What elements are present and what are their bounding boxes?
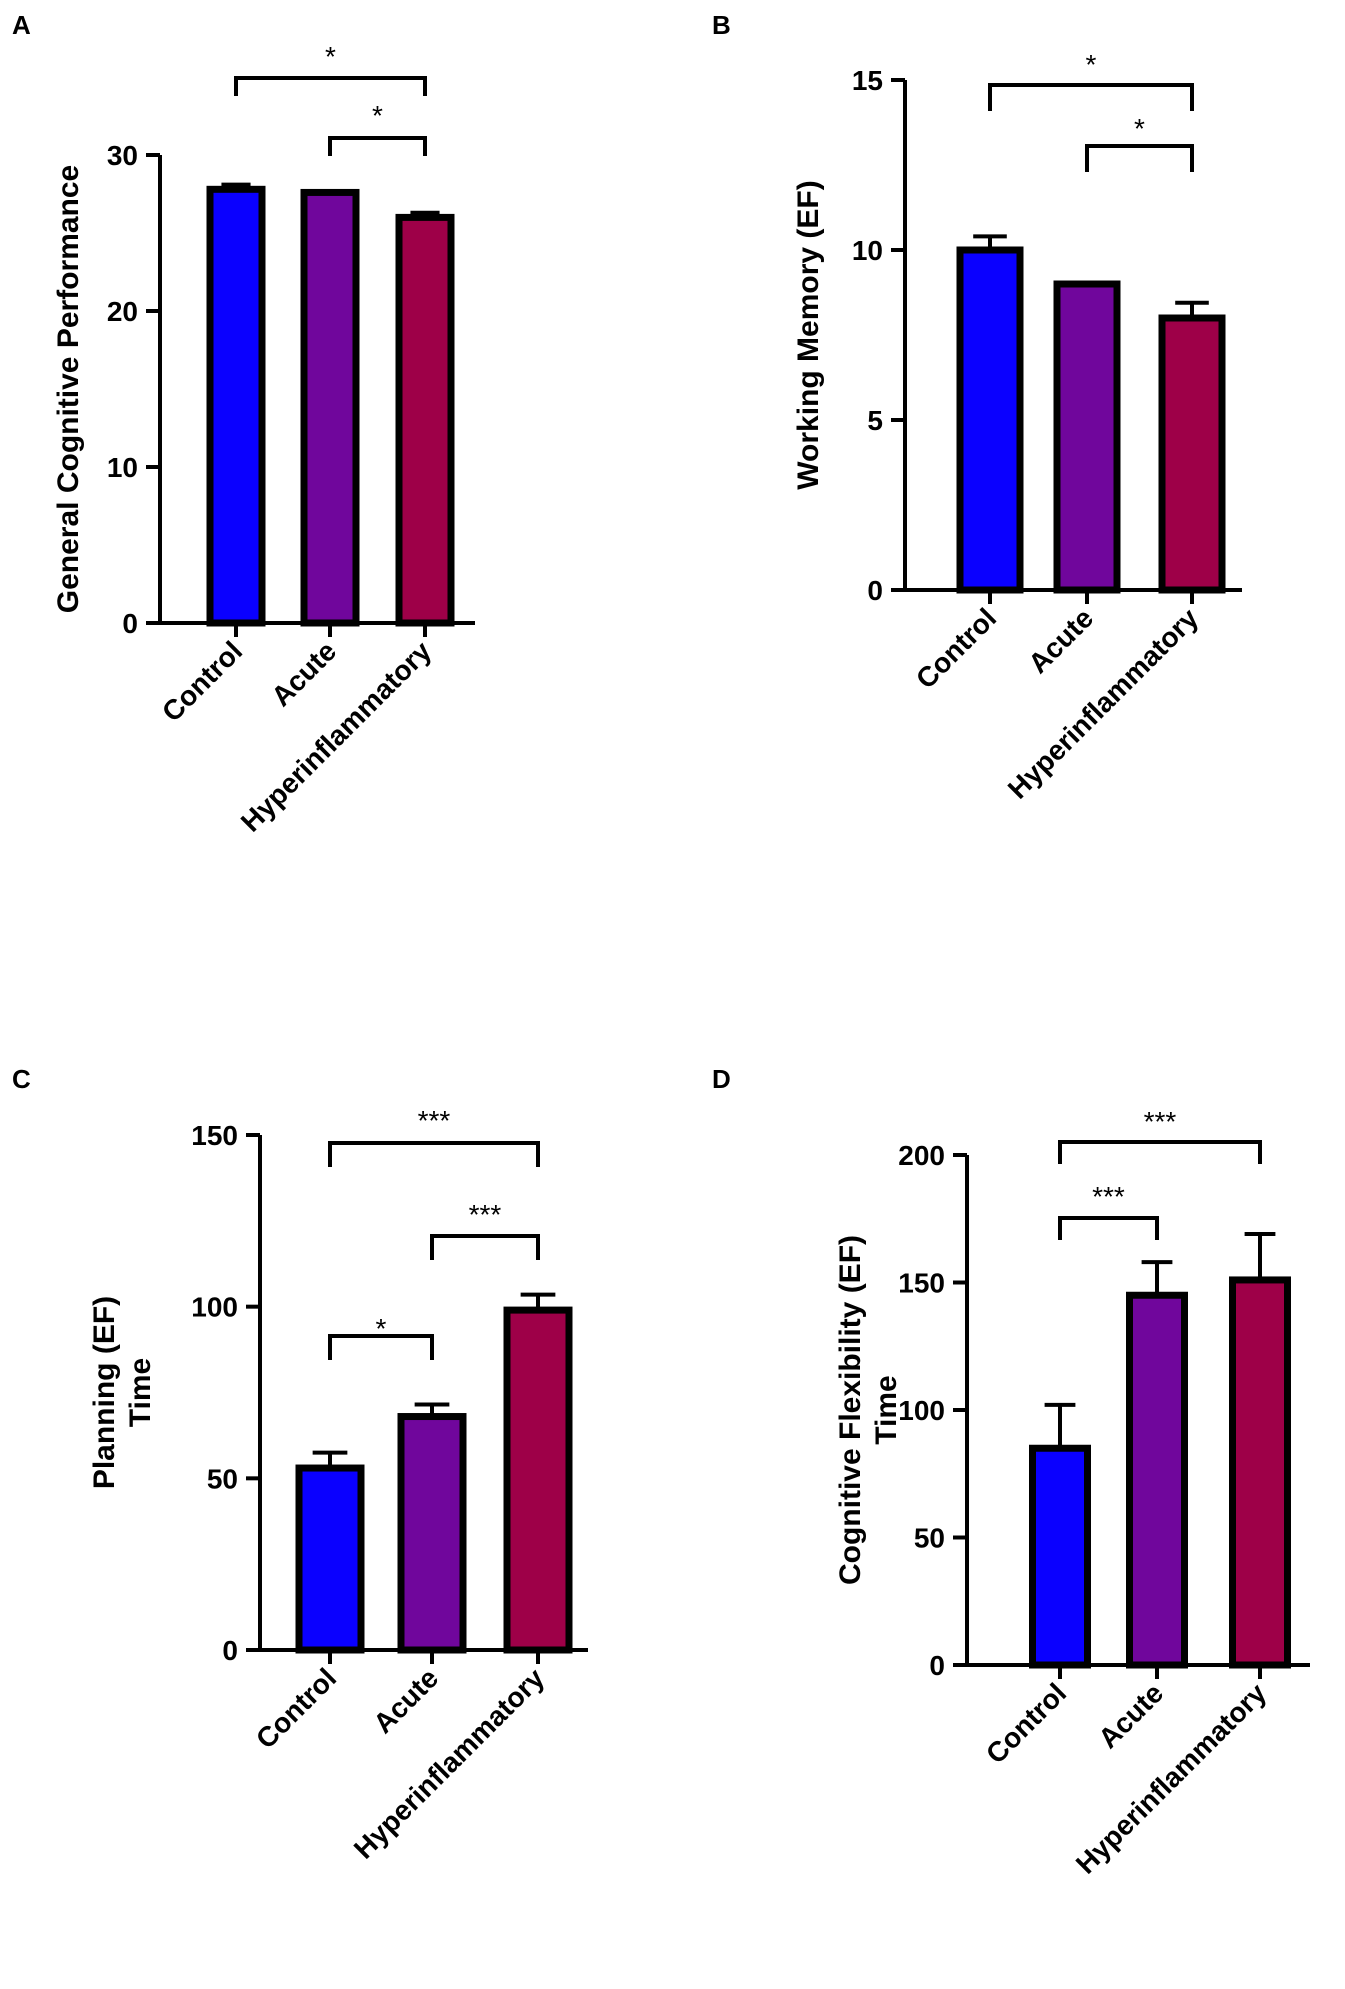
significance-bracket — [988, 83, 1194, 111]
chart-b: 0 5 10 15 Working Memory (EF) Control AcuteHyp… — [792, 49, 1242, 805]
y-tick-label: 0 — [222, 1635, 238, 1666]
x-tick-label: Hyperinflammatory — [348, 1662, 551, 1865]
y-axis-label: Cognitive Flexibility (EF) — [834, 1235, 867, 1585]
bar-acute — [397, 1413, 467, 1654]
y-tick-label: 20 — [107, 296, 138, 327]
y-tick-label: 5 — [867, 405, 883, 436]
panel-b: B 0 5 10 15 Working Memory (EF) Control AcuteH… — [712, 10, 1242, 805]
significance-bracket — [1058, 1140, 1262, 1164]
bar-hyperinflammatory — [503, 1306, 573, 1654]
x-tick-label: Hyperinflammatory — [1070, 1677, 1273, 1880]
significance-label: *** — [1144, 1106, 1177, 1137]
x-tick-label: Control — [980, 1677, 1072, 1769]
significance-label: * — [376, 1313, 387, 1344]
bar-control — [1029, 1444, 1091, 1669]
x-tick-label: Hyperinflammatory — [235, 635, 438, 838]
x-tick-label: Control — [910, 602, 1002, 694]
significance-label: *** — [418, 1105, 451, 1136]
bar-acute — [1126, 1291, 1188, 1669]
y-tick-label: 0 — [929, 1650, 945, 1681]
x-tick-label: Acute — [1092, 1677, 1169, 1754]
significance-label: * — [1134, 113, 1145, 144]
significance-label: * — [1086, 49, 1097, 80]
y-tick-label: 0 — [122, 608, 138, 639]
bar-hyperinflammatory — [1158, 314, 1226, 594]
chart-d: 0 50 100 150 200 Cognitive Flexibility (EF) Ti… — [834, 1106, 1310, 1880]
bar-acute — [300, 188, 360, 627]
bar-control — [295, 1464, 365, 1654]
bar-hyperinflammatory — [1229, 1276, 1291, 1669]
y-tick-label: 50 — [914, 1523, 945, 1554]
x-tick-label: Acute — [1022, 602, 1099, 679]
significance-bracket — [328, 1334, 434, 1360]
x-tick-label: Control — [250, 1662, 342, 1754]
y-axis-label: Time — [870, 1375, 903, 1444]
panel-d: D 0 50 100 150 200 Cognitive Flexibility (EF)… — [712, 1064, 1310, 1880]
x-tick-label: Acute — [367, 1662, 444, 1739]
significance-label: * — [372, 100, 383, 131]
significance-bracket — [328, 1141, 540, 1167]
chart-c: 0 50 100 150 Planning (EF) Time Control AcuteHy… — [88, 1105, 588, 1865]
significance-label: *** — [1092, 1181, 1125, 1212]
significance-label: * — [325, 41, 336, 72]
y-tick-label: 15 — [852, 65, 883, 96]
y-tick-label: 150 — [898, 1268, 945, 1299]
significance-bracket — [1058, 1216, 1159, 1240]
significance-label: *** — [469, 1199, 502, 1230]
y-tick-label: 100 — [898, 1395, 945, 1426]
panel-label-c: C — [12, 1064, 31, 1094]
panel-label-d: D — [712, 1064, 731, 1094]
y-axis-label: Working Memory (EF) — [792, 180, 825, 489]
y-axis-label: General Cognitive Performance — [52, 165, 85, 613]
y-tick-label: 100 — [191, 1292, 238, 1323]
y-tick-label: 0 — [867, 575, 883, 606]
bar-acute — [1053, 280, 1121, 594]
significance-bracket — [430, 1234, 540, 1260]
panel-c: C 0 50 100 150 Planning (EF) Time Control Acute… — [12, 1064, 588, 1865]
y-tick-label: 30 — [107, 140, 138, 171]
y-axis-label: Time — [124, 1358, 157, 1427]
x-tick-label: Hyperinflammatory — [1002, 602, 1205, 805]
significance-bracket — [328, 136, 427, 156]
bar-control — [206, 185, 266, 627]
y-axis-label: Planning (EF) — [88, 1296, 121, 1489]
y-tick-label: 10 — [852, 235, 883, 266]
y-tick-label: 10 — [107, 452, 138, 483]
x-tick-label: Control — [156, 635, 248, 727]
panel-label-b: B — [712, 10, 731, 40]
y-tick-label: 150 — [191, 1120, 238, 1151]
bar-hyperinflammatory — [395, 213, 455, 627]
chart-a: 0 10 20 30 General Cognitive Performance Cont… — [52, 41, 475, 838]
y-tick-label: 200 — [898, 1140, 945, 1171]
bar-control — [956, 246, 1024, 594]
panel-label-a: A — [12, 10, 31, 40]
significance-bracket — [1085, 144, 1194, 172]
x-tick-label: Acute — [265, 635, 342, 712]
significance-bracket — [234, 76, 427, 96]
y-tick-label: 50 — [207, 1463, 238, 1494]
panel-a: A 0 10 20 30 General Cognitive Performance Co… — [12, 10, 475, 838]
